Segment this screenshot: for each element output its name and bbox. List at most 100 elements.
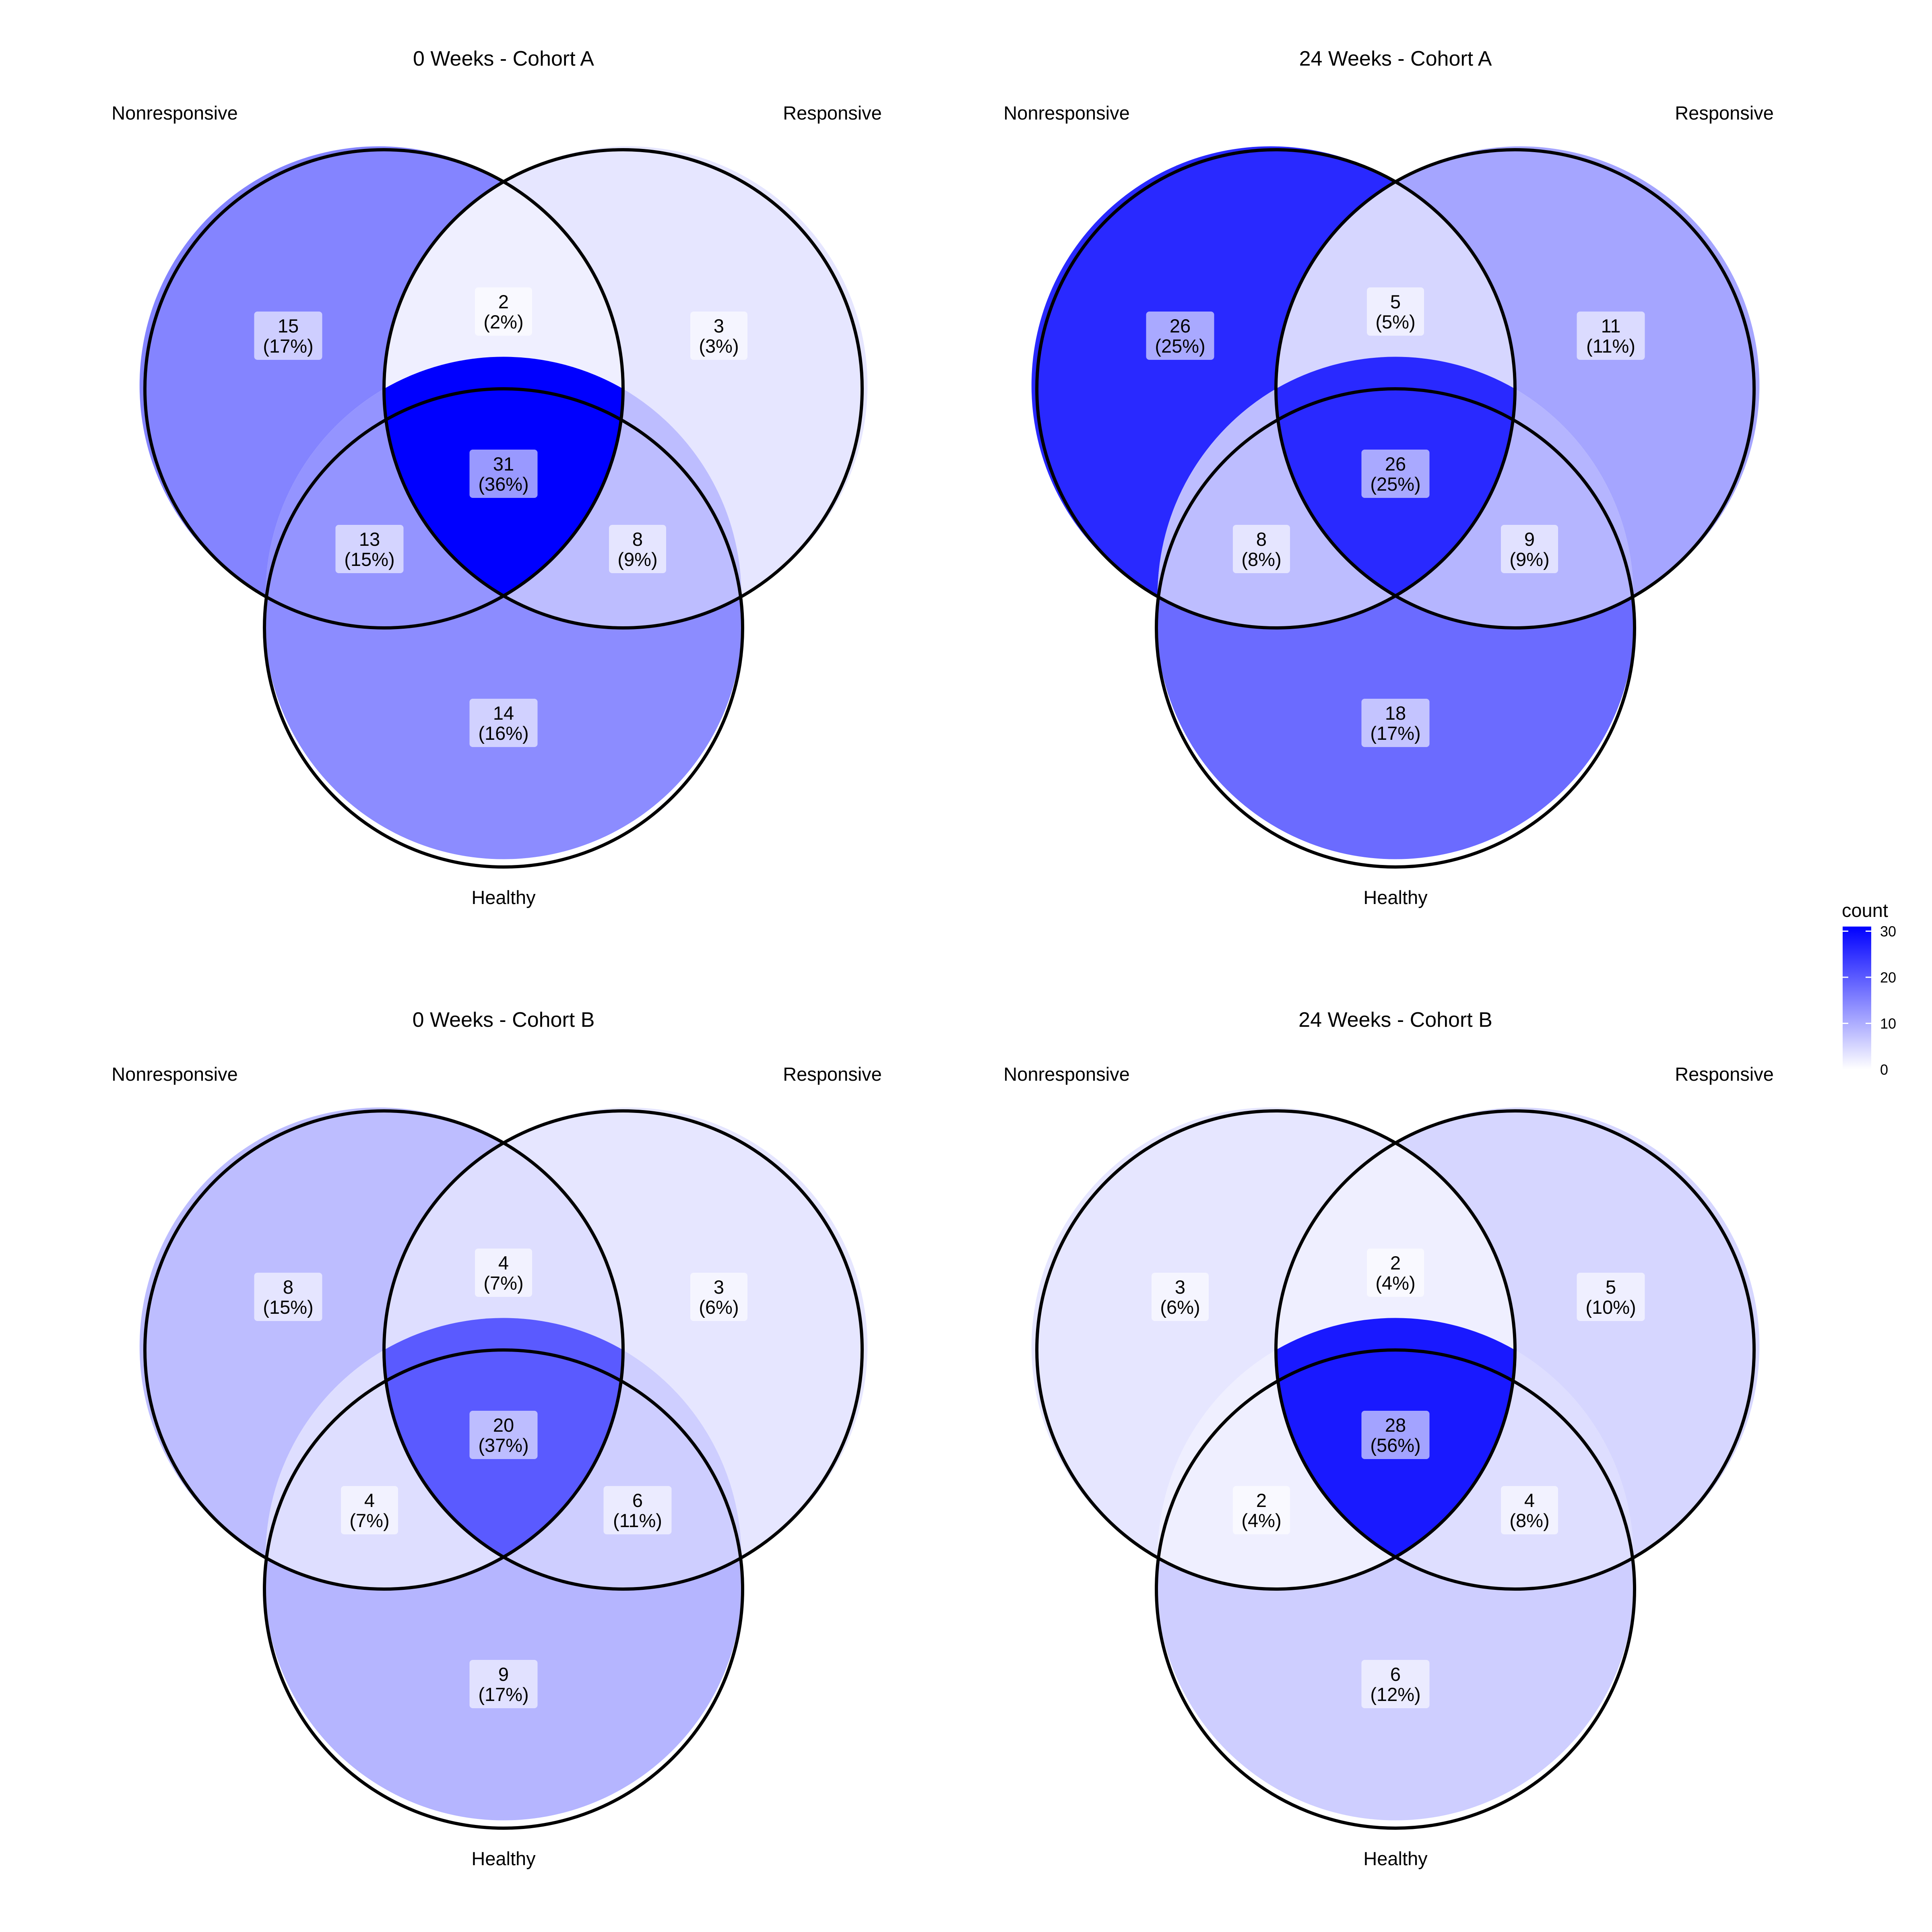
region-label: 26(25%) xyxy=(1146,312,1214,360)
region-label-box xyxy=(1577,312,1645,360)
region-fill-a-only xyxy=(1031,146,1395,596)
venn-panel: 0 Weeks - Cohort A Nonresponsive Responsiv… xyxy=(111,47,882,908)
region-label: 28(56%) xyxy=(1361,1411,1430,1459)
region-label-box xyxy=(1367,1249,1424,1297)
region-label-box xyxy=(254,312,322,360)
region-count: 9 xyxy=(1524,528,1535,550)
region-fill-bc-only xyxy=(504,1350,742,1589)
region-percent: (8%) xyxy=(1509,1510,1549,1531)
region-count: 6 xyxy=(632,1490,643,1511)
region-label-box xyxy=(1577,1273,1645,1321)
venn-panels: 0 Weeks - Cohort A Nonresponsive Responsiv… xyxy=(111,47,1774,1869)
region-label: 8(9%) xyxy=(609,525,666,573)
region-count: 2 xyxy=(1390,1252,1401,1274)
set-label: Responsive xyxy=(1675,1063,1774,1085)
count-legend: count 0 10 20 30 xyxy=(1842,900,1896,1078)
region-label-box xyxy=(1233,1486,1290,1534)
region-count: 8 xyxy=(632,528,643,550)
set-circle-responsive xyxy=(1274,148,1756,630)
panel-title: 0 Weeks - Cohort B xyxy=(413,1008,595,1032)
region-fill-a-only xyxy=(139,146,504,596)
region-label: 8(8%) xyxy=(1233,525,1290,573)
legend-tick-label: 30 xyxy=(1880,923,1896,939)
set-circle-nonresponsive xyxy=(1035,148,1517,630)
region-label: 11(11%) xyxy=(1577,312,1645,360)
region-label: 15(17%) xyxy=(254,312,322,360)
region-label-box xyxy=(475,1249,532,1297)
region-percent: (7%) xyxy=(483,1272,523,1294)
region-count: 6 xyxy=(1390,1664,1401,1685)
region-count: 8 xyxy=(1256,528,1267,550)
region-count: 2 xyxy=(1256,1490,1267,1511)
region-count: 28 xyxy=(1385,1414,1406,1436)
set-circle-nonresponsive xyxy=(1035,1109,1517,1591)
region-fill-b-only xyxy=(504,1107,868,1557)
region-percent: (8%) xyxy=(1241,549,1281,570)
region-label: 9(17%) xyxy=(469,1660,538,1708)
set-label: Healthy xyxy=(1363,1848,1428,1869)
region-count: 18 xyxy=(1385,702,1406,724)
panel-title: 0 Weeks - Cohort A xyxy=(413,47,594,70)
legend-tick-label: 20 xyxy=(1880,969,1896,986)
set-circle-healthy xyxy=(263,1348,744,1830)
region-count: 20 xyxy=(493,1414,514,1436)
region-label-box xyxy=(469,699,538,747)
region-percent: (36%) xyxy=(478,473,528,495)
set-circle-nonresponsive xyxy=(143,148,625,630)
region-percent: (4%) xyxy=(1241,1510,1281,1531)
region-label-box xyxy=(335,525,404,573)
region-label-box xyxy=(1361,1660,1430,1708)
legend-ticks: 0 10 20 30 xyxy=(1843,923,1896,1078)
region-percent: (16%) xyxy=(478,722,528,744)
set-label: Nonresponsive xyxy=(111,1063,238,1085)
region-fill-ab-only xyxy=(1276,1143,1515,1350)
region-label: 20(37%) xyxy=(469,1411,538,1459)
region-count: 26 xyxy=(1385,453,1406,475)
region-label: 18(17%) xyxy=(1361,699,1430,747)
region-percent: (4%) xyxy=(1375,1272,1415,1294)
region-percent: (15%) xyxy=(263,1296,313,1318)
region-label: 6(11%) xyxy=(603,1486,672,1534)
region-label: 2(4%) xyxy=(1367,1249,1424,1297)
region-percent: (17%) xyxy=(1370,722,1420,744)
region-fill-a-only xyxy=(1031,1107,1395,1557)
region-label-box xyxy=(1152,1273,1209,1321)
region-count: 4 xyxy=(364,1490,375,1511)
region-label-box xyxy=(1501,1486,1558,1534)
region-count: 9 xyxy=(498,1664,509,1685)
region-percent: (11%) xyxy=(613,1510,662,1531)
region-percent: (25%) xyxy=(1155,335,1205,357)
region-label: 5(10%) xyxy=(1577,1273,1645,1321)
set-label: Responsive xyxy=(1675,102,1774,124)
region-label-box xyxy=(1501,525,1558,573)
region-count: 14 xyxy=(493,702,514,724)
region-count: 3 xyxy=(1175,1276,1185,1298)
legend-tick-label: 10 xyxy=(1880,1015,1896,1032)
region-label: 13(15%) xyxy=(335,525,404,573)
region-count: 3 xyxy=(714,1276,724,1298)
region-label-box xyxy=(1361,699,1430,747)
region-percent: (17%) xyxy=(263,335,313,357)
region-label: 2(4%) xyxy=(1233,1486,1290,1534)
region-label: 14(16%) xyxy=(469,699,538,747)
region-fill-ac-only xyxy=(1157,1350,1395,1589)
set-circle-healthy xyxy=(1155,1348,1636,1830)
set-circle-responsive xyxy=(1274,1109,1756,1591)
region-label: 31(36%) xyxy=(469,450,538,498)
set-label: Responsive xyxy=(783,1063,882,1085)
legend-title: count xyxy=(1842,900,1888,921)
region-label-box xyxy=(1361,1411,1430,1459)
region-percent: (12%) xyxy=(1370,1684,1420,1705)
region-percent: (6%) xyxy=(1160,1296,1200,1318)
panel-title: 24 Weeks - Cohort B xyxy=(1298,1008,1492,1032)
region-label-box xyxy=(690,312,747,360)
region-count: 3 xyxy=(714,315,724,336)
region-percent: (56%) xyxy=(1370,1435,1420,1456)
region-fill-bc-only xyxy=(1395,1350,1634,1589)
set-label: Healthy xyxy=(471,887,536,908)
region-percent: (17%) xyxy=(478,1684,528,1705)
region-fill-b-only xyxy=(1395,1107,1760,1557)
region-label: 4(7%) xyxy=(475,1249,532,1297)
region-percent: (25%) xyxy=(1370,473,1420,495)
